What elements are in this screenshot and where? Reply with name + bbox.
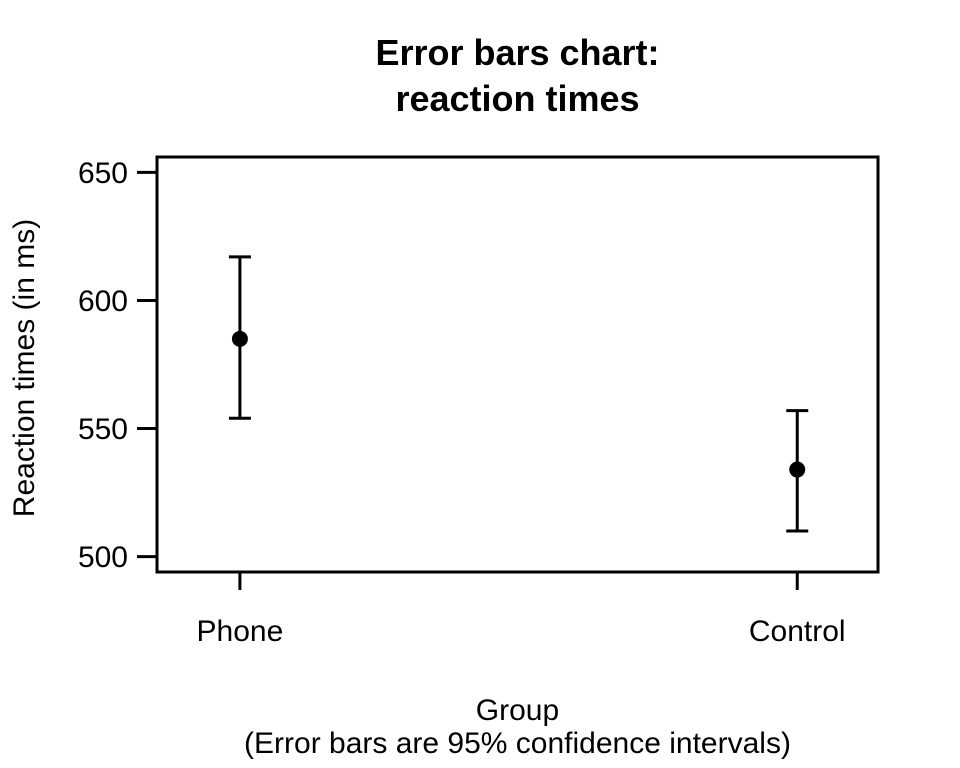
y-tick-label: 600 [78,285,128,318]
x-tick-label: Control [749,615,846,648]
mean-point [789,461,806,478]
mean-point [231,330,248,347]
y-tick-label: 550 [78,413,128,446]
y-tick-label: 500 [78,541,128,574]
y-tick-label: 650 [78,157,128,190]
chart-title: Error bars chart: reaction times [375,32,660,119]
x-tick-label: Phone [197,615,284,648]
plot-box [155,155,880,574]
x-axis-label: Group (Error bars are 95% confidence int… [244,694,791,760]
